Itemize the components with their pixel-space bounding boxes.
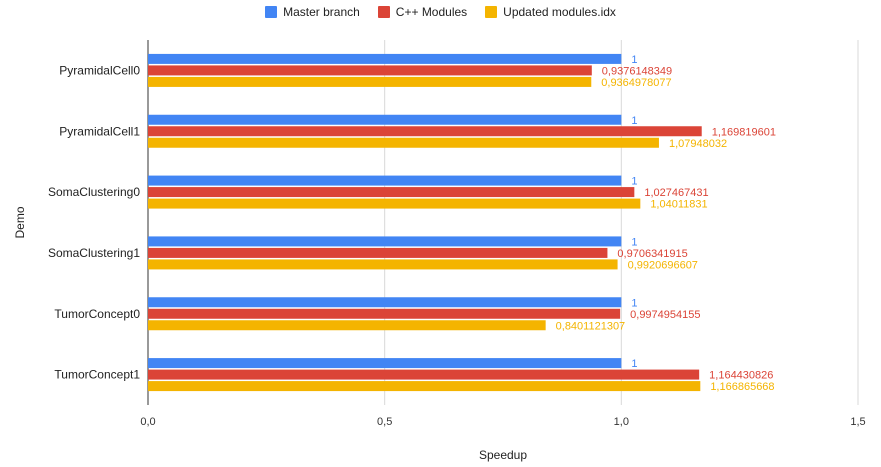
bar bbox=[148, 53, 622, 64]
x-tick-label: 0,0 bbox=[140, 416, 155, 428]
category-label: SomaClustering0 bbox=[48, 185, 140, 199]
legend-swatch-cpp-modules bbox=[377, 6, 390, 18]
legend-item-cpp-modules[interactable]: C++ Modules bbox=[377, 5, 468, 19]
bar bbox=[148, 137, 659, 148]
data-label: 1,166865668 bbox=[710, 381, 774, 393]
data-label: 1,169819601 bbox=[712, 126, 776, 138]
category-label: PyramidalCell0 bbox=[59, 63, 140, 77]
data-label: 1 bbox=[631, 297, 637, 309]
bar bbox=[148, 114, 622, 125]
data-label: 1 bbox=[631, 236, 637, 248]
data-label: 1 bbox=[631, 176, 637, 188]
data-label: 1,04011831 bbox=[650, 199, 707, 211]
bar bbox=[148, 175, 622, 186]
x-tick-label: 1,5 bbox=[850, 416, 865, 428]
category-label: TumorConcept1 bbox=[54, 368, 140, 382]
data-label: 0,9920696607 bbox=[628, 259, 698, 271]
legend-label-master: Master branch bbox=[283, 5, 360, 19]
bar bbox=[148, 236, 622, 247]
legend-item-master[interactable]: Master branch bbox=[265, 5, 360, 19]
bar bbox=[148, 198, 641, 209]
bar bbox=[148, 381, 701, 392]
legend-swatch-master bbox=[265, 6, 278, 18]
bar bbox=[148, 247, 608, 258]
category-label: PyramidalCell1 bbox=[59, 124, 140, 138]
bar bbox=[148, 65, 592, 76]
data-label: 0,9364978077 bbox=[601, 77, 671, 89]
data-label: 0,9706341915 bbox=[617, 248, 687, 260]
category-label: SomaClustering1 bbox=[48, 246, 140, 260]
x-axis-title: Speedup bbox=[479, 448, 527, 462]
data-label: 1,164430826 bbox=[709, 370, 773, 382]
data-label: 1 bbox=[631, 54, 637, 66]
y-axis-title: Demo bbox=[13, 206, 27, 238]
bar bbox=[148, 320, 546, 331]
bar bbox=[148, 126, 702, 137]
legend-label-updated-modules: Updated modules.idx bbox=[503, 5, 616, 19]
data-label: 1,027467431 bbox=[644, 187, 708, 199]
bar bbox=[148, 259, 618, 270]
category-label: TumorConcept0 bbox=[54, 307, 140, 321]
bar bbox=[148, 369, 700, 380]
bar bbox=[148, 297, 622, 308]
legend-label-cpp-modules: C++ Modules bbox=[395, 5, 468, 19]
data-label: 0,9974954155 bbox=[630, 309, 700, 321]
x-tick-label: 1,0 bbox=[614, 416, 629, 428]
data-label: 0,9376148349 bbox=[602, 65, 672, 77]
data-label: 1 bbox=[631, 115, 637, 127]
x-tick-label: 0,5 bbox=[377, 416, 392, 428]
bar bbox=[148, 358, 622, 369]
data-label: 1 bbox=[631, 358, 637, 370]
legend-swatch-updated-modules bbox=[485, 6, 498, 18]
bar bbox=[148, 308, 621, 319]
bar bbox=[148, 76, 592, 87]
data-label: 1,07948032 bbox=[669, 138, 727, 150]
legend-item-updated-modules[interactable]: Updated modules.idx bbox=[485, 5, 616, 19]
legend: Master branch C++ Modules Updated module… bbox=[0, 5, 881, 19]
data-label: 0,8401121307 bbox=[556, 320, 626, 332]
bar bbox=[148, 187, 635, 198]
